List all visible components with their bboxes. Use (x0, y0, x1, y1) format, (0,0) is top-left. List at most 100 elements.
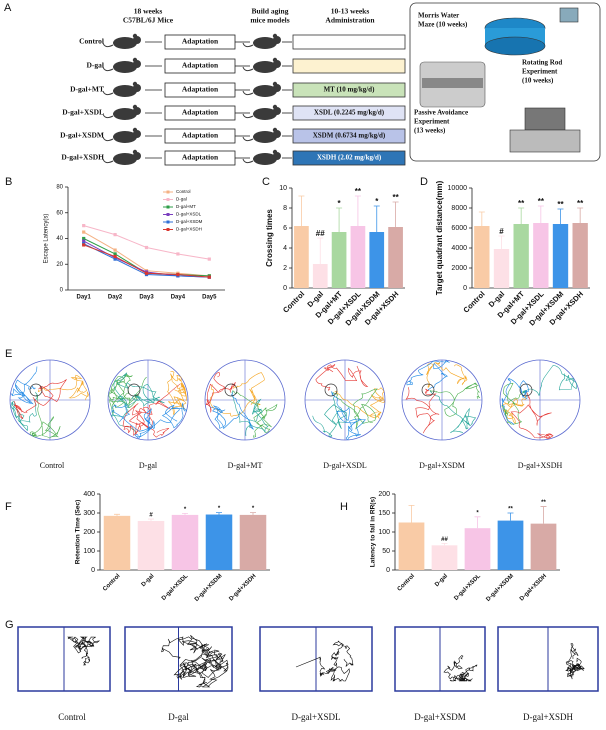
significance-label: * (218, 506, 221, 512)
significance-label: ** (518, 199, 525, 208)
experiment-label: Rotating Rod (522, 59, 562, 67)
y-tick-label: 100 (83, 548, 95, 555)
mouse-icon (102, 42, 114, 48)
legend-swatch (166, 228, 170, 231)
series-marker (113, 257, 117, 261)
movement-track (295, 640, 354, 682)
legend-label: Control (176, 189, 191, 194)
mouse-icon (272, 33, 278, 39)
mouse-icon (253, 131, 277, 143)
swim-track (13, 379, 67, 419)
header: Administration (325, 16, 375, 25)
group-label: D-gal+XSDL (62, 108, 104, 117)
error-bar (507, 512, 514, 521)
mouse-icon (253, 153, 277, 165)
group-label: Control (40, 461, 65, 470)
camera-icon (559, 7, 579, 23)
error-bar (148, 518, 154, 521)
experiment-label: Passive Avoidance (414, 109, 468, 117)
legend-label: D-gal (176, 197, 187, 202)
mouse-icon (113, 85, 137, 97)
y-tick-label: 150 (378, 510, 390, 517)
bar (331, 232, 347, 288)
bar (493, 249, 510, 288)
panel-letter: B (5, 176, 12, 188)
platform (324, 383, 338, 397)
platform (127, 383, 141, 397)
bar (137, 520, 165, 570)
bar (312, 264, 328, 288)
group-label: D-gal+XSDM (419, 461, 465, 470)
significance-label: # (499, 227, 504, 236)
panel-letter: D (420, 176, 428, 188)
y-tick-label: 10 (279, 185, 287, 192)
bar (369, 232, 385, 288)
error-bar (114, 513, 120, 516)
group-label: D-gal+XSDH (518, 461, 563, 470)
panel-letter: A (4, 2, 12, 14)
swim-track (209, 392, 254, 430)
error-bar (408, 505, 415, 523)
error-bar (557, 208, 564, 224)
error-bar (354, 195, 361, 226)
swim-track (501, 382, 525, 425)
panel-letter: G (5, 619, 14, 631)
group-label: D-gal+XSDM (60, 131, 104, 140)
y-tick-label: 60 (56, 210, 63, 216)
step-label: Adaptation (182, 108, 219, 117)
swim-track (312, 391, 347, 437)
swim-track (331, 391, 366, 441)
swim-track (405, 387, 440, 434)
administration-label: XSDM (0.6734 mg/kg/d) (313, 132, 386, 140)
mouse-icon (102, 113, 114, 119)
mouse-icon (242, 42, 254, 48)
mouse-icon (253, 108, 277, 120)
bar (350, 226, 366, 288)
administration-label: XSDH (2.02 mg/kg/d) (317, 154, 382, 162)
mouse-icon (242, 66, 254, 72)
error-bar (540, 506, 547, 524)
legend-label: D-gal+XSDH (176, 227, 202, 232)
legend-swatch (166, 205, 170, 209)
y-tick-label: 200 (83, 529, 95, 536)
swim-track (315, 364, 369, 391)
y-tick-label: 40 (56, 236, 63, 242)
group-label: Control (58, 712, 86, 722)
error-bar (216, 512, 222, 515)
mouse-icon (113, 108, 137, 120)
group-label: D-gal+XSDL (323, 461, 367, 470)
swim-track (522, 364, 578, 396)
x-tick-label: Day3 (139, 295, 154, 301)
experiment-label: Morris Water (418, 12, 459, 20)
platform (421, 383, 435, 397)
significance-label: ** (557, 200, 564, 209)
series-marker (113, 233, 117, 237)
series-marker (82, 230, 86, 234)
bar (398, 522, 425, 570)
significance-label: ** (508, 507, 513, 513)
experiment-box (409, 2, 601, 162)
x-tick-label: Day2 (108, 295, 123, 301)
movement-track (565, 642, 585, 680)
legend-swatch (166, 190, 170, 194)
y-tick-label: 0 (60, 288, 64, 294)
header: 10-13 weeks (331, 7, 370, 16)
y-tick-label: 0 (91, 567, 95, 574)
mouse-icon (132, 81, 138, 87)
legend-swatch (166, 198, 170, 201)
group-label: D-gal+XSDH (523, 712, 574, 722)
significance-label: ** (538, 197, 545, 206)
significance-label: * (184, 507, 187, 513)
mouse-icon (253, 37, 277, 49)
header: C57BL/6J Mice (123, 16, 174, 25)
group-label: D-gal (168, 712, 189, 722)
bar (497, 520, 524, 570)
bar (530, 523, 557, 570)
mouse-icon (102, 90, 114, 96)
swim-track (11, 366, 38, 405)
y-tick-label: 10000 (448, 185, 468, 192)
mouse-icon (272, 57, 278, 63)
movement-track (161, 634, 229, 688)
group-label: Control (79, 37, 104, 46)
